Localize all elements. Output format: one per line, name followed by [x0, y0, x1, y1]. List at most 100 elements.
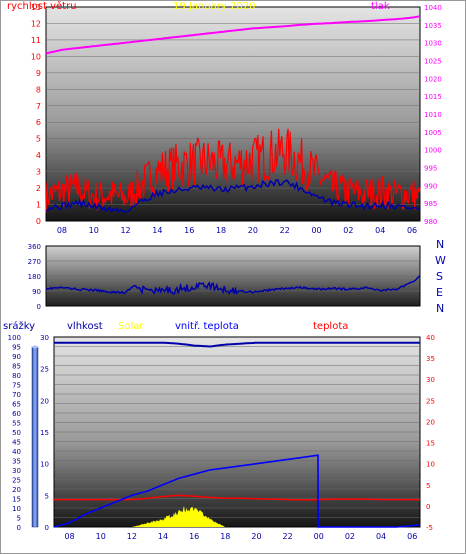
rain-axis-tick: 15: [40, 429, 49, 437]
humidity-axis-tick: 75: [12, 382, 21, 390]
pressure-axis-tick: 1020: [424, 75, 442, 83]
rain-axis-tick: 25: [40, 366, 49, 374]
temp-axis-tick: 0: [426, 503, 430, 511]
wind-axis-tick: 3: [36, 168, 41, 177]
direction-axis-tick: 90: [32, 288, 41, 296]
time-axis-tick: 06: [407, 226, 417, 235]
humidity-axis-tick: 45: [12, 439, 21, 447]
direction-axis-tick: 0: [37, 303, 41, 311]
wind-axis-tick: 4: [36, 151, 41, 160]
direction-axis-tick: 270: [28, 258, 41, 266]
time-axis-tick: 16: [184, 226, 194, 235]
pressure-axis-tick: 985: [424, 200, 437, 208]
temp-axis-tick: 40: [426, 334, 435, 342]
rain-gauge-top: [32, 345, 38, 349]
humidity-axis-tick: 25: [12, 477, 21, 485]
temp-axis-tick: -5: [426, 524, 433, 532]
temp-axis-tick: 35: [426, 355, 435, 363]
time-axis-tick: 02: [343, 226, 353, 235]
temp-axis-tick: 30: [426, 376, 435, 384]
time-axis-tick: 08: [57, 226, 67, 235]
time-axis-tick: 14: [158, 532, 168, 541]
pressure-axis-tick: 990: [424, 182, 437, 190]
solar-area: [131, 505, 226, 527]
humidity-axis-tick: 35: [12, 458, 21, 466]
wind-axis-tick: 6: [36, 118, 41, 127]
wind-axis-tick: 7: [36, 102, 41, 111]
time-axis-tick: 00: [311, 226, 321, 235]
time-axis-tick: 14: [152, 226, 162, 235]
time-axis-tick: 22: [280, 226, 290, 235]
pressure-label: tlak: [371, 1, 390, 12]
wind-axis-tick: 8: [36, 85, 41, 94]
humidity-axis-tick: 30: [12, 467, 21, 475]
humidity-label: vlhkost: [67, 321, 103, 332]
rain-gauge-tube: [31, 346, 39, 528]
temperature-label: teplota: [313, 321, 349, 332]
pressure-series: [45, 15, 421, 55]
humidity-axis-tick: 0: [17, 524, 21, 532]
humidity-axis-tick: 65: [12, 401, 21, 409]
humidity-axis-tick: 70: [12, 391, 21, 399]
pressure-axis-tick: 1015: [424, 93, 442, 101]
pressure-axis-tick: 980: [424, 218, 437, 226]
humidity-axis-tick: 20: [12, 486, 21, 494]
wind-axis-tick: 9: [36, 69, 41, 78]
rain-axis-tick: 30: [40, 334, 49, 342]
wind-axis-tick: 5: [36, 135, 41, 144]
indoor-temp-label: vnitř. teplota: [175, 321, 239, 332]
temp-axis-tick: 10: [426, 461, 435, 469]
temperature-series: [54, 494, 420, 501]
humidity-axis-tick: 40: [12, 448, 21, 456]
wind-axis-tick: 1: [36, 201, 41, 210]
humidity-axis-tick: 80: [12, 372, 21, 380]
temp-axis-tick: 15: [426, 440, 435, 448]
rain-axis-tick: 10: [40, 461, 49, 469]
wind-direction-series: [45, 274, 421, 296]
time-axis-tick: 04: [375, 226, 385, 235]
time-axis-tick: 20: [248, 226, 258, 235]
wind-base-series: [45, 179, 421, 214]
pressure-axis-tick: 995: [424, 165, 437, 173]
time-axis-tick: 12: [127, 532, 137, 541]
time-axis-tick: 04: [376, 532, 386, 541]
time-axis-tick: 02: [345, 532, 355, 541]
pressure-axis-tick: 1040: [424, 4, 442, 12]
humidity-axis-tick: 55: [12, 420, 21, 428]
direction-axis-tick: 360: [28, 243, 41, 251]
time-axis-tick: 18: [220, 532, 230, 541]
solar-label: Solar: [118, 321, 144, 332]
direction-label-w: W: [435, 254, 446, 267]
time-axis-tick: 22: [283, 532, 293, 541]
humidity-axis-tick: 5: [17, 515, 21, 523]
time-axis-tick: 00: [314, 532, 324, 541]
pressure-axis-tick: 1030: [424, 40, 442, 48]
direction-label-s: S: [436, 270, 443, 283]
wind-axis-tick: 10: [31, 52, 41, 61]
wind-axis-tick: 2: [36, 184, 41, 193]
direction-axis-tick: 180: [28, 273, 41, 281]
rain-axis-tick: 5: [45, 492, 49, 500]
rain-axis-tick: 0: [45, 524, 49, 532]
time-axis-tick: 12: [120, 226, 130, 235]
pressure-axis-tick: 1000: [424, 147, 442, 155]
humidity-axis-tick: 85: [12, 363, 21, 371]
direction-label-n1: N: [436, 238, 445, 251]
wind-axis-tick: 11: [31, 36, 41, 45]
time-axis-tick: 10: [89, 226, 99, 235]
time-axis-tick: 08: [64, 532, 74, 541]
rain-label: srážky: [3, 321, 36, 332]
humidity-axis-tick: 10: [12, 505, 21, 513]
pressure-axis-tick: 1025: [424, 58, 442, 66]
rain-axis-tick: 20: [40, 397, 49, 405]
wind-axis-tick: 12: [31, 19, 41, 28]
time-axis-tick: 20: [251, 532, 261, 541]
time-axis-tick: 16: [189, 532, 199, 541]
wind-speed-series: [45, 128, 421, 213]
humidity-axis-tick: 15: [12, 496, 21, 504]
direction-label-e: E: [436, 286, 443, 299]
humidity-axis-tick: 60: [12, 410, 21, 418]
wind-axis-tick: 13: [31, 3, 41, 12]
humidity-axis-tick: 90: [12, 353, 21, 361]
